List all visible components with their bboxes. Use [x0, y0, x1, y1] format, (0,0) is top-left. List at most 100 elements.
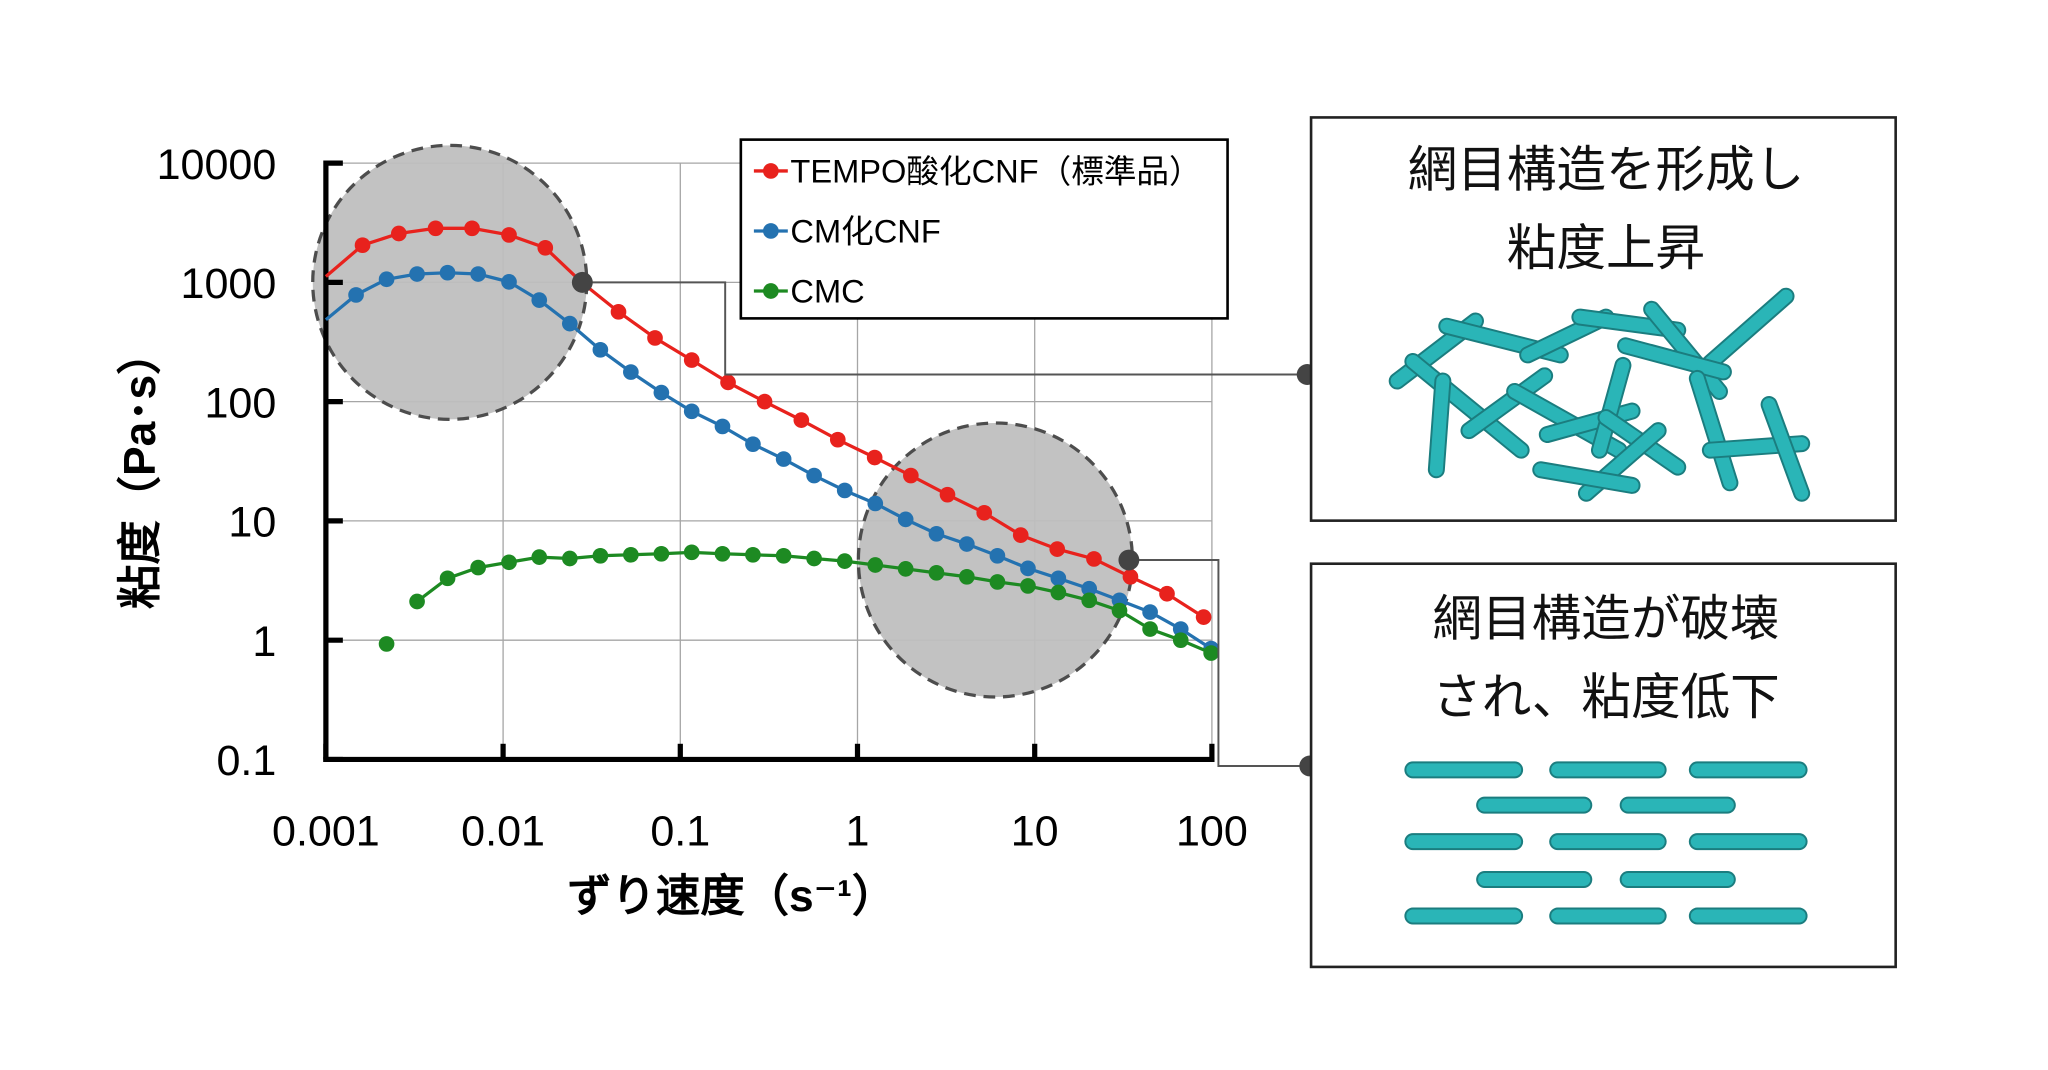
data-point	[745, 436, 761, 452]
data-point	[976, 504, 993, 521]
data-point	[537, 239, 554, 256]
data-point	[378, 271, 395, 288]
x-tick-label: 0.01	[461, 808, 545, 856]
connector-dot	[1118, 549, 1140, 571]
data-point	[561, 550, 578, 567]
data-point	[1195, 609, 1212, 625]
fiber-rod	[1429, 374, 1450, 477]
data-point	[775, 451, 792, 467]
data-point	[989, 547, 1006, 564]
x-tick-label: 100	[1176, 808, 1248, 856]
data-point	[897, 561, 914, 577]
data-point	[683, 352, 700, 368]
data-point	[592, 341, 609, 358]
data-point	[501, 227, 517, 243]
fiber-rod	[1762, 397, 1809, 500]
data-point	[867, 557, 884, 573]
data-point	[714, 545, 731, 562]
x-tick-label: 10	[1011, 808, 1059, 856]
series-1	[324, 264, 1219, 657]
data-point	[470, 559, 486, 576]
data-point	[1081, 592, 1098, 609]
aligned-fibers-illustration	[1404, 761, 1808, 925]
series-2	[378, 544, 1219, 661]
data-point	[439, 264, 456, 281]
data-point	[592, 547, 609, 564]
y-tick-label: 100	[204, 379, 276, 427]
data-point	[1122, 568, 1139, 585]
data-point	[1142, 604, 1158, 620]
fiber-rod	[1645, 302, 1727, 398]
callout-text-line: 網目構造が破壊	[1432, 590, 1779, 646]
data-point	[867, 495, 884, 512]
data-point	[1172, 621, 1189, 637]
data-point	[793, 412, 810, 428]
y-tick-label: 10000	[157, 141, 277, 189]
fiber-rod	[1534, 463, 1639, 492]
data-point	[745, 546, 761, 563]
x-tick-label: 0.001	[272, 808, 380, 856]
data-point	[829, 431, 846, 448]
connector-dot	[571, 271, 593, 293]
data-point	[683, 544, 700, 561]
callout-text-line: 粘度上昇	[1507, 220, 1705, 276]
callout-box-network: 網目構造を形成し 粘度上昇	[1309, 116, 1897, 522]
data-point	[470, 266, 486, 282]
legend-marker	[763, 283, 779, 299]
data-point	[378, 636, 395, 652]
data-point	[531, 292, 548, 308]
data-point	[989, 574, 1006, 590]
series-0	[324, 220, 1212, 625]
x-tick-label: 1	[846, 808, 870, 856]
y-tick-label: 1000	[181, 260, 277, 308]
legend-label: CM化CNF	[790, 213, 940, 250]
y-axis-label: 粘度（Pa･s）	[116, 330, 165, 609]
data-point	[647, 330, 663, 346]
callout-text-line: 網目構造を形成し	[1408, 142, 1805, 198]
fiber-rod	[1703, 289, 1793, 370]
data-point	[501, 274, 517, 290]
data-point	[1049, 541, 1066, 557]
data-point	[897, 511, 914, 528]
data-point	[1172, 632, 1189, 649]
data-point	[354, 237, 371, 254]
callout-box-broken: 網目構造が破壊 され、粘度低下	[1309, 562, 1897, 969]
data-point	[531, 549, 548, 565]
data-point	[836, 553, 853, 569]
connector-line	[582, 281, 1308, 376]
connector-line	[1128, 559, 1310, 767]
legend-marker	[763, 163, 779, 179]
legend: TEMPO酸化CNF（標準品） CM化CNF CMC	[739, 138, 1229, 320]
data-point	[409, 593, 425, 610]
data-point	[1142, 621, 1158, 637]
data-point	[1012, 527, 1029, 543]
data-point	[720, 374, 736, 391]
data-point	[806, 467, 822, 484]
data-point	[1020, 578, 1036, 594]
axes	[323, 160, 1215, 763]
data-point	[409, 266, 425, 282]
data-point	[806, 550, 822, 567]
data-point	[959, 536, 975, 552]
data-point	[714, 418, 731, 435]
legend-label: CMC	[790, 273, 864, 310]
data-point	[959, 568, 975, 585]
data-point	[464, 220, 480, 237]
data-point	[1159, 585, 1175, 602]
legend-label: TEMPO酸化CNF（標準品）	[790, 153, 1201, 190]
fiber-rod	[1690, 371, 1737, 490]
data-point	[775, 547, 792, 564]
data-point	[1081, 580, 1098, 597]
y-tick-label: 0.1	[216, 737, 276, 785]
data-point	[1020, 560, 1036, 577]
data-point	[623, 546, 639, 563]
data-point	[610, 304, 627, 320]
entangled-fibers-illustration	[1388, 287, 1811, 502]
x-axis-label: ずり速度（s⁻¹）	[567, 872, 896, 921]
callout-text-line: され、粘度低下	[1432, 669, 1780, 725]
tick-labels: 0.001 0.01 0.1 1 10 100 0.1 1 10 100 1000 10000	[157, 141, 1248, 856]
data-point	[1203, 645, 1219, 661]
data-point	[427, 220, 444, 237]
data-point	[903, 467, 919, 484]
